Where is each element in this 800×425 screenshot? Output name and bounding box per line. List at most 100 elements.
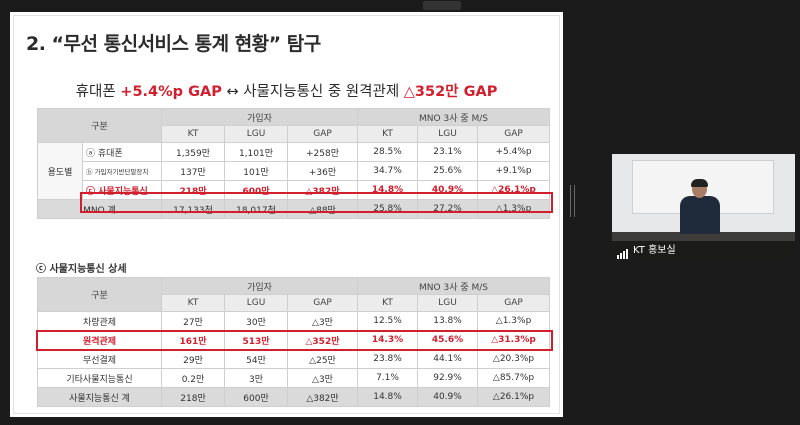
slide-subtitle: 휴대폰 +5.4%p GAP ↔ 사물지능통신 중 원격관제 △352만 GAP bbox=[10, 80, 563, 101]
shared-slide: 2. “무선 통신서비스 통계 현황” 탐구 휴대폰 +5.4%p GAP ↔ … bbox=[10, 12, 563, 417]
subtitle-gap-highlight: +5.4%p GAP bbox=[120, 84, 222, 100]
table2-col: KT bbox=[161, 294, 225, 312]
row-label: 무선결제 bbox=[37, 349, 162, 369]
subtitle-gap-highlight-2: △352만 GAP bbox=[403, 84, 498, 100]
table-cell: 513만 bbox=[224, 330, 288, 350]
table-cell: 1,359만 bbox=[161, 142, 225, 162]
table-cell: 40.9% bbox=[417, 387, 479, 407]
table2-header-subscribers: 가입자 bbox=[160, 277, 359, 295]
table-cell: 14.8% bbox=[357, 387, 419, 407]
table1-col: GAP bbox=[477, 125, 551, 143]
table-row-highlighted: 원격관제 161만 513만 △352만 14.3% 45.6% △31.3%p bbox=[37, 330, 551, 350]
panel-resize-handle[interactable] bbox=[570, 185, 575, 217]
table-cell: 17,133천 bbox=[161, 199, 225, 219]
table-cell: △352만 bbox=[286, 330, 359, 350]
participant-figure bbox=[680, 179, 720, 234]
table-cell: 218만 bbox=[161, 387, 225, 407]
section-title: ⓒ 사물지능통신 상세 bbox=[36, 264, 127, 275]
table-cell: △382만 bbox=[286, 180, 359, 200]
table-cell: 161만 bbox=[161, 330, 225, 350]
table1-col: GAP bbox=[286, 125, 359, 143]
signal-bars-icon bbox=[617, 241, 629, 259]
table-cell: +5.4%p bbox=[477, 142, 551, 162]
table-cell: 34.7% bbox=[357, 161, 419, 181]
table1-header-ms: MNO 3사 중 M/S bbox=[357, 108, 551, 126]
table-cell: +9.1%p bbox=[477, 161, 551, 181]
table-cell: 7.1% bbox=[357, 368, 419, 388]
table-cell: 44.1% bbox=[417, 349, 479, 369]
table-cell: 45.6% bbox=[417, 330, 479, 350]
table-cell: 25.6% bbox=[417, 161, 479, 181]
table-total-row: 사물지능통신 계 218만 600만 △382만 14.8% 40.9% △26… bbox=[37, 387, 551, 407]
usage-table: 구분 가입자 MNO 3사 중 M/S KT LGU GAP KT LGU GA… bbox=[37, 108, 551, 219]
table2-col: LGU bbox=[417, 294, 479, 312]
table-row: ⓑ 가입자기반단말장치 137만 101만 +36만 34.7% 25.6% +… bbox=[38, 161, 551, 181]
table-cell: 14.3% bbox=[357, 330, 419, 350]
total-label: 사물지능통신 계 bbox=[37, 387, 162, 407]
table-cell: △26.1%p bbox=[477, 180, 551, 200]
table-cell: △85.7%p bbox=[477, 368, 551, 388]
table-cell: 28.5% bbox=[357, 142, 419, 162]
table-cell: △25만 bbox=[286, 349, 359, 369]
subtitle-part-3: ↔ 사물지능통신 중 원격관제 bbox=[221, 84, 404, 100]
table-cell: +36만 bbox=[286, 161, 359, 181]
row-label: 차량관제 bbox=[37, 311, 162, 331]
table-cell: 29만 bbox=[161, 349, 225, 369]
table-cell: 3만 bbox=[224, 368, 288, 388]
row-label: 원격관제 bbox=[37, 330, 162, 350]
table-cell: 23.8% bbox=[357, 349, 419, 369]
table-cell: △3만 bbox=[286, 368, 359, 388]
participant-name-label: KT 홍보실 bbox=[612, 241, 795, 259]
table-total-row: MNO 계 17,133천 18,017천 △88만 25.8% 27.2% △… bbox=[37, 199, 551, 219]
row-label: ⓐ 휴대폰 bbox=[82, 142, 162, 162]
table-cell: △1.3%p bbox=[477, 199, 551, 219]
row-label: ⓒ 사물지능통신 bbox=[82, 180, 162, 200]
table1-col: KT bbox=[357, 125, 419, 143]
table-cell: 40.9% bbox=[417, 180, 479, 200]
participant-video-tile[interactable]: KT 홍보실 bbox=[612, 154, 795, 259]
table-cell: 18,017천 bbox=[224, 199, 288, 219]
table2-col: GAP bbox=[477, 294, 551, 312]
table-cell: 137만 bbox=[161, 161, 225, 181]
table1-col: KT bbox=[161, 125, 225, 143]
table-cell: 30만 bbox=[224, 311, 288, 331]
table2-col: GAP bbox=[286, 294, 359, 312]
table2-header-group: 구분 bbox=[37, 277, 162, 312]
table-cell: 600만 bbox=[224, 387, 288, 407]
table-row: 용도별 ⓐ 휴대폰 1,359만 1,101만 +258만 28.5% 23.1… bbox=[37, 142, 551, 200]
table2-col: LGU bbox=[224, 294, 288, 312]
table1-header-subscribers: 가입자 bbox=[160, 108, 359, 126]
table-cell: △88만 bbox=[286, 199, 359, 219]
table-cell: △382만 bbox=[286, 387, 359, 407]
table-cell: 12.5% bbox=[357, 311, 419, 331]
table1-header-group: 구분 bbox=[37, 108, 162, 143]
table-cell: 14.8% bbox=[357, 180, 419, 200]
table-cell: △3만 bbox=[286, 311, 359, 331]
top-bar bbox=[0, 0, 800, 12]
slide-frame bbox=[13, 15, 560, 414]
table-cell: 27.2% bbox=[417, 199, 479, 219]
usage-label: 용도별 bbox=[37, 142, 83, 200]
table-cell: 54만 bbox=[224, 349, 288, 369]
table-cell: △20.3%p bbox=[477, 349, 551, 369]
total-label: MNO 계 bbox=[37, 199, 162, 219]
row-label: 기타사물지능통신 bbox=[37, 368, 162, 388]
row-label: ⓑ 가입자기반단말장치 bbox=[82, 161, 162, 181]
table-cell: 0.2만 bbox=[161, 368, 225, 388]
table-cell: 13.8% bbox=[417, 311, 479, 331]
table-cell: △1.3%p bbox=[477, 311, 551, 331]
table-cell: 600만 bbox=[224, 180, 288, 200]
iot-detail-table: 구분 가입자 MNO 3사 중 M/S KT LGU GAP KT LGU GA… bbox=[37, 277, 551, 407]
view-options-handle[interactable] bbox=[423, 1, 461, 10]
table1-col: LGU bbox=[224, 125, 288, 143]
table-cell: 101만 bbox=[224, 161, 288, 181]
subtitle-part-1: 휴대폰 bbox=[75, 84, 121, 100]
slide-title: 2. “무선 통신서비스 통계 현황” 탐구 bbox=[26, 33, 321, 55]
table-cell: 92.9% bbox=[417, 368, 479, 388]
table-cell: △31.3%p bbox=[477, 330, 551, 350]
table-row-highlighted: ⓒ 사물지능통신 218만 600만 △382만 14.8% 40.9% △26… bbox=[38, 180, 551, 200]
table-row: 무선결제 29만 54만 △25만 23.8% 44.1% △20.3%p bbox=[37, 349, 551, 369]
table2-col: KT bbox=[357, 294, 419, 312]
table-cell: 1,101만 bbox=[224, 142, 288, 162]
table-cell: 23.1% bbox=[417, 142, 479, 162]
